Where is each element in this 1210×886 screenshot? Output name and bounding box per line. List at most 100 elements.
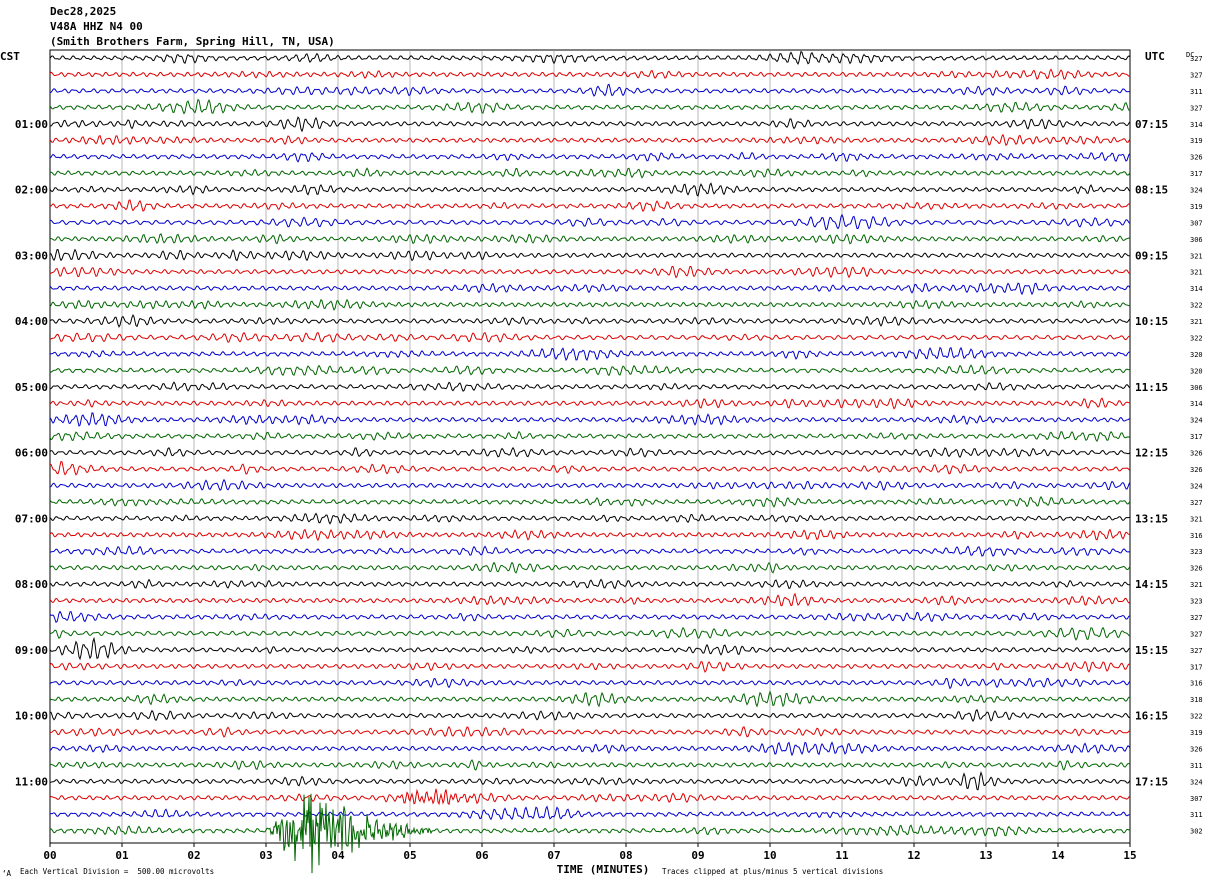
seismic-trace — [49, 759, 1131, 771]
location-label: (Smith Brothers Farm, Spring Hill, TN, U… — [50, 35, 335, 48]
dc-offset-label: 324 — [1190, 187, 1203, 195]
dc-offset-label: 319 — [1190, 137, 1203, 145]
x-tick-label: 00 — [43, 849, 56, 862]
dc-title: DC — [1186, 51, 1194, 59]
x-tick-label: 02 — [187, 849, 200, 862]
plot-frame — [49, 49, 1131, 844]
left-axis-title: CST — [0, 50, 20, 63]
seismic-trace — [49, 770, 1131, 791]
dc-offset-label: 319 — [1190, 729, 1203, 737]
x-tick-label: 10 — [763, 849, 776, 862]
cst-hour-label: 06:00 — [15, 447, 48, 460]
dc-offset-label: 327 — [1190, 55, 1203, 63]
seismic-trace — [49, 495, 1131, 508]
seismic-trace — [49, 677, 1131, 690]
dc-offset-label: 311 — [1190, 811, 1203, 819]
dc-offset-label: 316 — [1190, 532, 1203, 540]
x-tick-label: 09 — [691, 849, 704, 862]
dc-offset-label: 324 — [1190, 482, 1203, 490]
x-tick-label: 03 — [259, 849, 272, 862]
right-axis-title: UTC — [1145, 50, 1165, 63]
utc-hour-label: 17:15 — [1135, 775, 1168, 788]
seismic-trace — [49, 793, 1131, 874]
utc-hour-label: 09:15 — [1135, 249, 1168, 262]
dc-offset-label: 321 — [1190, 269, 1203, 277]
cst-hour-label: 03:00 — [15, 249, 48, 262]
utc-hour-label: 11:15 — [1135, 381, 1168, 394]
dc-offset-label: 306 — [1190, 236, 1203, 244]
x-axis-title: TIME (MINUTES) — [557, 863, 650, 876]
seismic-trace — [49, 265, 1131, 279]
utc-hour-label: 15:15 — [1135, 644, 1168, 657]
seismic-trace — [49, 213, 1131, 231]
dc-offset-label: 317 — [1190, 170, 1203, 178]
dc-offset-label: 314 — [1190, 400, 1203, 408]
x-tick-label: 01 — [115, 849, 129, 862]
x-tick-label: 04 — [331, 849, 345, 862]
seismic-trace — [49, 282, 1131, 296]
utc-hour-label: 07:15 — [1135, 118, 1168, 131]
dc-offset-label: 323 — [1190, 598, 1203, 606]
clip-note: Traces clipped at plus/minus 5 vertical … — [662, 867, 884, 876]
dc-offset-label: 322 — [1190, 302, 1203, 310]
utc-hour-label: 14:15 — [1135, 578, 1168, 591]
seismic-trace — [49, 610, 1131, 623]
x-tick-label: 08 — [619, 849, 632, 862]
seismic-trace — [49, 233, 1131, 245]
seismic-trace — [49, 478, 1131, 491]
seismic-trace — [49, 381, 1131, 392]
utc-hour-label: 10:15 — [1135, 315, 1168, 328]
dc-offset-label: 327 — [1190, 614, 1203, 622]
seismic-trace — [49, 199, 1131, 213]
dc-offset-label: 321 — [1190, 515, 1203, 523]
x-tick-label: 12 — [907, 849, 920, 862]
dc-offset-label: 327 — [1190, 71, 1203, 79]
seismic-trace — [50, 805, 1131, 821]
seismic-trace — [49, 331, 1130, 343]
cst-hour-label: 09:00 — [15, 644, 48, 657]
x-tick-label: 05 — [403, 849, 416, 862]
seismic-trace — [49, 314, 1131, 328]
dc-offset-label: 320 — [1190, 367, 1203, 375]
seismic-trace — [49, 98, 1131, 115]
seismic-trace — [49, 83, 1131, 97]
seismic-trace — [49, 446, 1131, 459]
dc-offset-label: 322 — [1190, 713, 1203, 721]
dc-offset-label: 314 — [1190, 121, 1203, 129]
dc-offset-label: 326 — [1190, 466, 1203, 474]
utc-hour-label: 13:15 — [1135, 512, 1168, 525]
dc-offset-label: 323 — [1190, 548, 1203, 556]
seismic-trace — [49, 708, 1131, 722]
seismic-trace — [49, 167, 1131, 179]
utc-hour-label: 16:15 — [1135, 710, 1168, 723]
cst-hour-label: 08:00 — [15, 578, 48, 591]
dc-offset-label: 318 — [1190, 696, 1203, 704]
seismic-trace — [49, 430, 1131, 443]
seismic-trace — [49, 460, 1131, 476]
dc-offset-label: 316 — [1190, 680, 1203, 688]
utc-hour-label: 08:15 — [1135, 184, 1168, 197]
dc-offset-label: 314 — [1190, 285, 1203, 293]
cst-hour-label: 07:00 — [15, 512, 48, 525]
seismic-trace — [49, 592, 1131, 607]
dc-offset-label: 302 — [1190, 828, 1203, 836]
cst-hour-label: 01:00 — [15, 118, 48, 131]
utc-hour-label: 12:15 — [1135, 447, 1168, 460]
seismic-trace — [49, 68, 1131, 80]
seismic-trace — [49, 690, 1131, 708]
dc-offset-label: 321 — [1190, 318, 1203, 326]
dc-offset-label: 311 — [1190, 88, 1203, 96]
date-label: Dec28,2025 — [50, 5, 117, 18]
cst-hour-label: 04:00 — [15, 315, 48, 328]
dc-offset-label: 326 — [1190, 745, 1203, 753]
dc-offset-label: 321 — [1190, 581, 1203, 589]
dc-offset-label: 326 — [1190, 154, 1203, 162]
seismic-trace — [49, 660, 1131, 673]
x-tick-label: 11 — [835, 849, 849, 862]
seismic-trace — [49, 545, 1131, 557]
scale-note: Each Vertical Division = 500.00 microvol… — [20, 867, 215, 876]
dc-offset-label: 326 — [1190, 565, 1203, 573]
seismic-trace — [49, 561, 1131, 574]
corner-mark: ‘A — [2, 869, 12, 878]
